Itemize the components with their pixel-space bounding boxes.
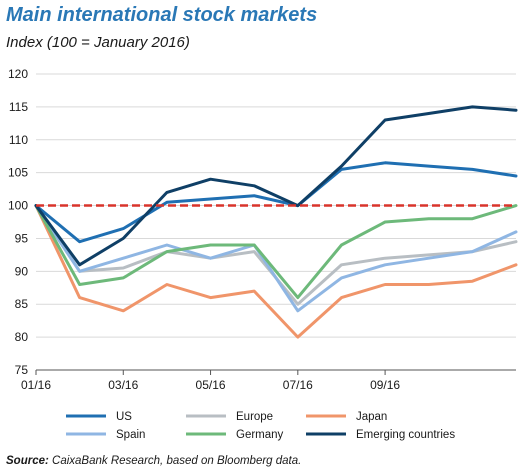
series-line-spain (34, 204, 518, 313)
source-note: Source: CaixaBank Research, based on Blo… (6, 455, 301, 467)
x-tick-label: 09/16 (370, 378, 400, 392)
y-tick-label: 85 (15, 297, 29, 311)
x-tick-label: 07/16 (283, 378, 313, 392)
source-label: Source: (6, 455, 49, 467)
source-text: CaixaBank Research, based on Bloomberg d… (52, 455, 302, 467)
y-tick-label: 115 (9, 100, 28, 114)
legend-label: Germany (236, 429, 284, 441)
x-tick-label: 03/16 (108, 378, 138, 392)
series-line-us (34, 161, 518, 244)
y-tick-label: 120 (8, 67, 28, 81)
y-tick-label: 90 (15, 264, 29, 278)
y-tick-label: 80 (15, 330, 29, 344)
y-tick-label: 110 (9, 133, 28, 147)
x-tick-label: 01/16 (21, 378, 51, 392)
chart-title: Main international stock markets (6, 4, 318, 26)
legend-label: US (116, 411, 132, 423)
legend-label: Japan (356, 411, 387, 423)
x-tick-label: 05/16 (196, 378, 226, 392)
series-line-japan (34, 204, 518, 339)
legend-label: Spain (116, 429, 145, 441)
chart-subtitle: Index (100 = January 2016) (6, 34, 190, 51)
legend-label: Emerging countries (356, 429, 455, 441)
y-tick-label: 105 (8, 166, 28, 180)
y-tick-label: 95 (15, 231, 29, 245)
series-line-emerging-countries (34, 105, 518, 267)
y-tick-label: 100 (8, 199, 28, 213)
y-tick-label: 75 (15, 363, 29, 377)
legend-label: Europe (236, 411, 273, 423)
series-line-germany (34, 204, 518, 300)
